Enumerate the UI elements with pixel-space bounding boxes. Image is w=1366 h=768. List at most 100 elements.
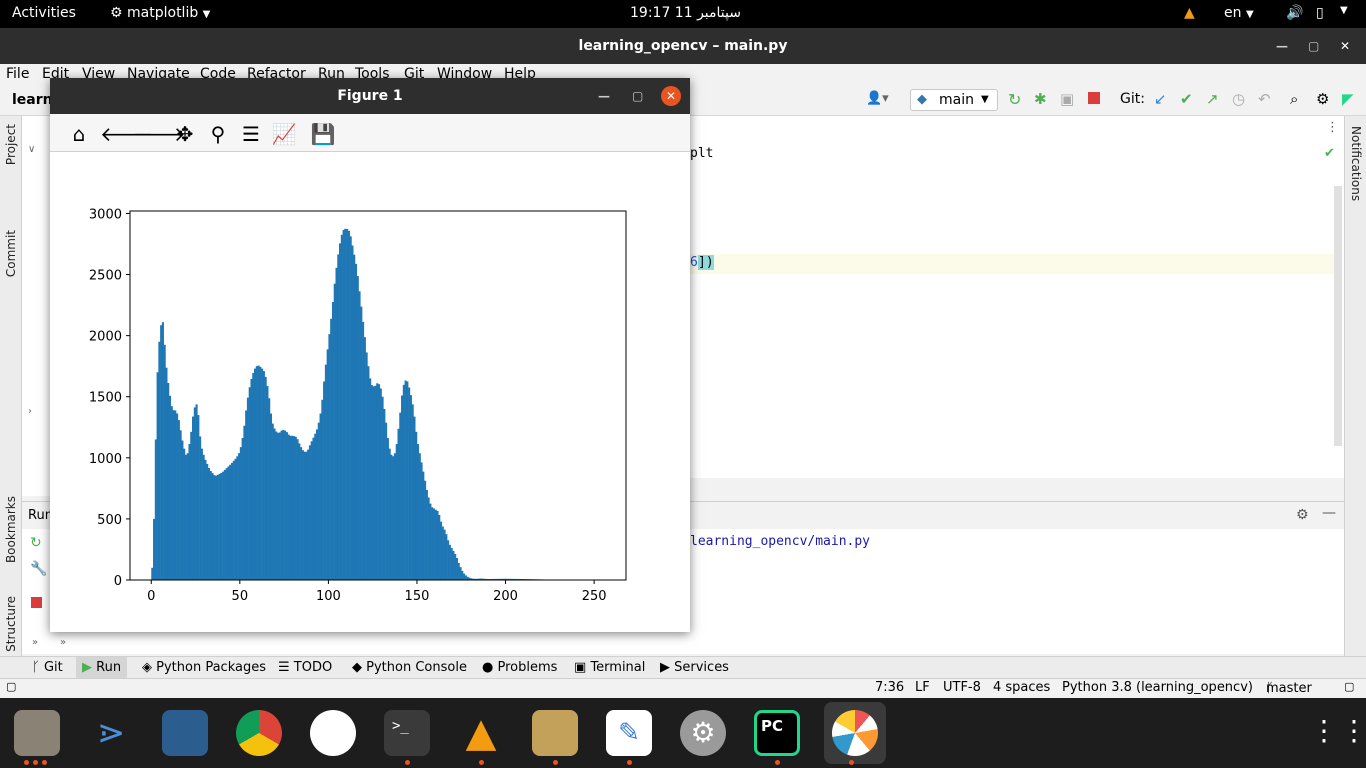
save-icon[interactable]: 💾: [310, 122, 336, 146]
wrench-icon[interactable]: 🔧: [30, 561, 48, 577]
histogram-bar: [367, 366, 370, 580]
chevron-right-icon[interactable]: ›: [28, 406, 32, 417]
minimize-icon[interactable]: —: [598, 89, 610, 103]
inspection-ok-icon[interactable]: ✔: [1324, 146, 1335, 161]
code-editor[interactable]: plt 6 ]) ✔ ⋮: [690, 116, 1344, 478]
toolwin-git[interactable]: ᚴ Git: [32, 660, 63, 675]
system-menu-chevron-icon[interactable]: ▼: [1340, 5, 1348, 16]
jetbrains-logo-icon[interactable]: ◤: [1342, 90, 1354, 108]
edit-axes-icon[interactable]: 📈: [271, 122, 297, 146]
histogram-bar: [374, 385, 377, 580]
chrome-icon[interactable]: [236, 710, 282, 756]
ide-title-bar: learning_opencv – main.py — ▢ ✕: [0, 28, 1366, 64]
tab-commit[interactable]: Commit: [4, 230, 18, 278]
debug-icon[interactable]: ✱: [1034, 90, 1047, 108]
git-history-icon[interactable]: ◷: [1232, 90, 1246, 108]
search-icon[interactable]: ⌕: [1290, 90, 1299, 108]
show-apps-icon[interactable]: ⋮⋮⋮: [1310, 714, 1366, 747]
files-icon[interactable]: [14, 710, 60, 756]
histogram-bar: [269, 413, 273, 580]
language-indicator[interactable]: en ▼: [1224, 5, 1254, 21]
android-studio-icon[interactable]: [310, 710, 356, 756]
tab-structure[interactable]: Structure: [4, 596, 18, 652]
hide-panel-icon[interactable]: —: [1322, 505, 1336, 521]
vlc-icon[interactable]: ▲: [458, 710, 504, 756]
forward-icon[interactable]: 🡒: [132, 122, 186, 146]
histogram-bar: [500, 578, 503, 580]
line-separator[interactable]: LF: [915, 680, 930, 695]
chevron-down-icon[interactable]: ∨: [28, 144, 36, 155]
histogram-bar: [314, 433, 317, 580]
tab-bookmarks[interactable]: Bookmarks: [4, 496, 18, 564]
rerun-icon[interactable]: ↻: [1008, 90, 1022, 109]
toolwin-terminal[interactable]: ▣ Terminal: [574, 660, 646, 675]
expand-icon[interactable]: »: [32, 637, 39, 648]
volume-icon[interactable]: 🔊: [1286, 5, 1304, 21]
user-icon[interactable]: 👤▾: [866, 91, 889, 106]
tab-notifications[interactable]: Notifications: [1349, 126, 1363, 202]
indent-setting[interactable]: 4 spaces: [993, 680, 1051, 695]
home-icon[interactable]: ⌂: [72, 122, 86, 146]
toolwin-python-packages[interactable]: ◈ Python Packages: [142, 660, 266, 675]
gear-icon[interactable]: ⚙: [1296, 507, 1309, 523]
stop-icon[interactable]: [31, 597, 42, 608]
coverage-icon[interactable]: ▣: [1060, 90, 1075, 108]
terminal-icon[interactable]: >_: [384, 710, 430, 756]
toolwin-run[interactable]: ▶ Run: [76, 657, 128, 678]
toolwin-problems[interactable]: ● Problems: [482, 660, 558, 675]
git-push-icon[interactable]: ↗: [1206, 90, 1219, 108]
back-icon[interactable]: 🡐: [100, 122, 154, 146]
pan-icon[interactable]: ✥: [176, 122, 194, 146]
activities-button[interactable]: Activities: [12, 5, 76, 21]
layout-toggle-icon[interactable]: ▢: [6, 680, 17, 693]
caret-position[interactable]: 7:36: [875, 680, 905, 695]
menu-file[interactable]: File: [6, 66, 30, 82]
zoom-icon[interactable]: ⚲: [210, 122, 226, 146]
histogram-bar: [443, 529, 446, 580]
toolwin-python-console[interactable]: ◆ Python Console: [352, 660, 467, 675]
more-options-icon[interactable]: ⋮: [1326, 120, 1339, 135]
file-encoding[interactable]: UTF-8: [943, 680, 981, 695]
run-config-selector[interactable]: ◆ main ▼: [910, 89, 998, 111]
vlc-tray-icon[interactable]: ▲: [1184, 5, 1195, 21]
histogram-bar: [434, 509, 437, 580]
app-menu-button[interactable]: ⚙ matplotlib ▼: [110, 5, 211, 21]
histogram-bar: [199, 436, 202, 580]
run-command-path[interactable]: learning_opencv/main.py: [690, 534, 871, 549]
maximize-icon[interactable]: ▢: [1308, 39, 1320, 53]
project-breadcrumb[interactable]: learn: [12, 92, 53, 108]
rhythmbox-icon[interactable]: [532, 710, 578, 756]
minimize-icon[interactable]: —: [1276, 39, 1288, 53]
git-rollback-icon[interactable]: ↶: [1258, 90, 1271, 108]
python-interpreter[interactable]: Python 3.8 (learning_opencv): [1062, 680, 1253, 695]
matplotlib-active-tile[interactable]: [824, 702, 886, 764]
git-update-icon[interactable]: ↙: [1154, 90, 1167, 108]
settings-icon[interactable]: ⚙: [680, 710, 726, 756]
lock-icon[interactable]: ▢: [1344, 680, 1355, 693]
virtualbox-icon[interactable]: [162, 710, 208, 756]
configure-icon[interactable]: ☰: [242, 122, 260, 146]
vscode-icon[interactable]: ⋗: [88, 710, 134, 756]
histogram-bar: [170, 406, 173, 580]
rerun-icon[interactable]: ↻: [30, 535, 42, 551]
toolwin-todo[interactable]: ☰ TODO: [278, 660, 333, 675]
editor-scrollbar[interactable]: [1334, 186, 1342, 446]
close-icon[interactable]: ✕: [661, 86, 681, 106]
histogram-bar: [193, 407, 196, 580]
clock[interactable]: 19:17 11 سپتامبر: [630, 5, 741, 21]
histogram-bar: [427, 497, 430, 580]
text-editor-icon[interactable]: ✎: [606, 710, 652, 756]
settings-icon[interactable]: ⚙: [1316, 90, 1330, 108]
toolwin-services[interactable]: ▶ Services: [660, 660, 729, 675]
histogram-bar: [257, 365, 260, 580]
stop-icon[interactable]: [1088, 92, 1100, 104]
histogram-bar: [229, 464, 232, 580]
expand-icon[interactable]: »: [60, 637, 67, 648]
close-icon[interactable]: ✕: [1340, 39, 1351, 53]
tab-project[interactable]: Project: [4, 124, 18, 166]
git-commit-icon[interactable]: ✔: [1180, 90, 1193, 108]
battery-icon[interactable]: ▯: [1316, 5, 1324, 21]
maximize-icon[interactable]: ▢: [632, 89, 644, 103]
pycharm-icon[interactable]: PC: [754, 710, 800, 756]
